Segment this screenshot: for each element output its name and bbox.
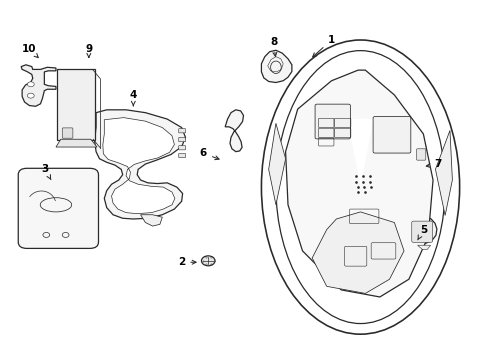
Polygon shape xyxy=(285,70,432,297)
FancyBboxPatch shape xyxy=(372,117,410,153)
FancyBboxPatch shape xyxy=(179,138,185,142)
Polygon shape xyxy=(406,143,425,168)
Polygon shape xyxy=(311,212,403,293)
FancyBboxPatch shape xyxy=(314,104,350,139)
Polygon shape xyxy=(224,110,243,152)
Circle shape xyxy=(27,93,34,98)
Polygon shape xyxy=(261,50,291,82)
Circle shape xyxy=(27,82,34,87)
Text: 5: 5 xyxy=(417,225,426,240)
Text: 4: 4 xyxy=(129,90,137,105)
Text: 6: 6 xyxy=(200,148,219,159)
Text: 9: 9 xyxy=(85,44,92,57)
Polygon shape xyxy=(56,139,97,147)
Polygon shape xyxy=(21,65,56,106)
Text: 2: 2 xyxy=(178,257,196,267)
Polygon shape xyxy=(417,245,430,249)
FancyBboxPatch shape xyxy=(416,149,425,160)
Polygon shape xyxy=(268,123,285,205)
FancyBboxPatch shape xyxy=(62,128,73,138)
FancyBboxPatch shape xyxy=(18,168,98,248)
FancyBboxPatch shape xyxy=(179,145,185,150)
FancyBboxPatch shape xyxy=(179,129,185,133)
FancyBboxPatch shape xyxy=(179,153,185,158)
FancyBboxPatch shape xyxy=(57,69,95,140)
FancyBboxPatch shape xyxy=(411,221,432,242)
Polygon shape xyxy=(435,130,451,215)
Text: 8: 8 xyxy=(269,37,277,56)
Polygon shape xyxy=(102,118,175,214)
Text: 1: 1 xyxy=(312,35,334,57)
Polygon shape xyxy=(140,215,162,226)
Polygon shape xyxy=(408,216,436,245)
Text: 3: 3 xyxy=(41,165,51,180)
Polygon shape xyxy=(95,110,185,219)
Circle shape xyxy=(201,256,215,266)
Text: 10: 10 xyxy=(22,44,38,58)
Wedge shape xyxy=(347,119,373,187)
Text: 7: 7 xyxy=(426,159,441,169)
